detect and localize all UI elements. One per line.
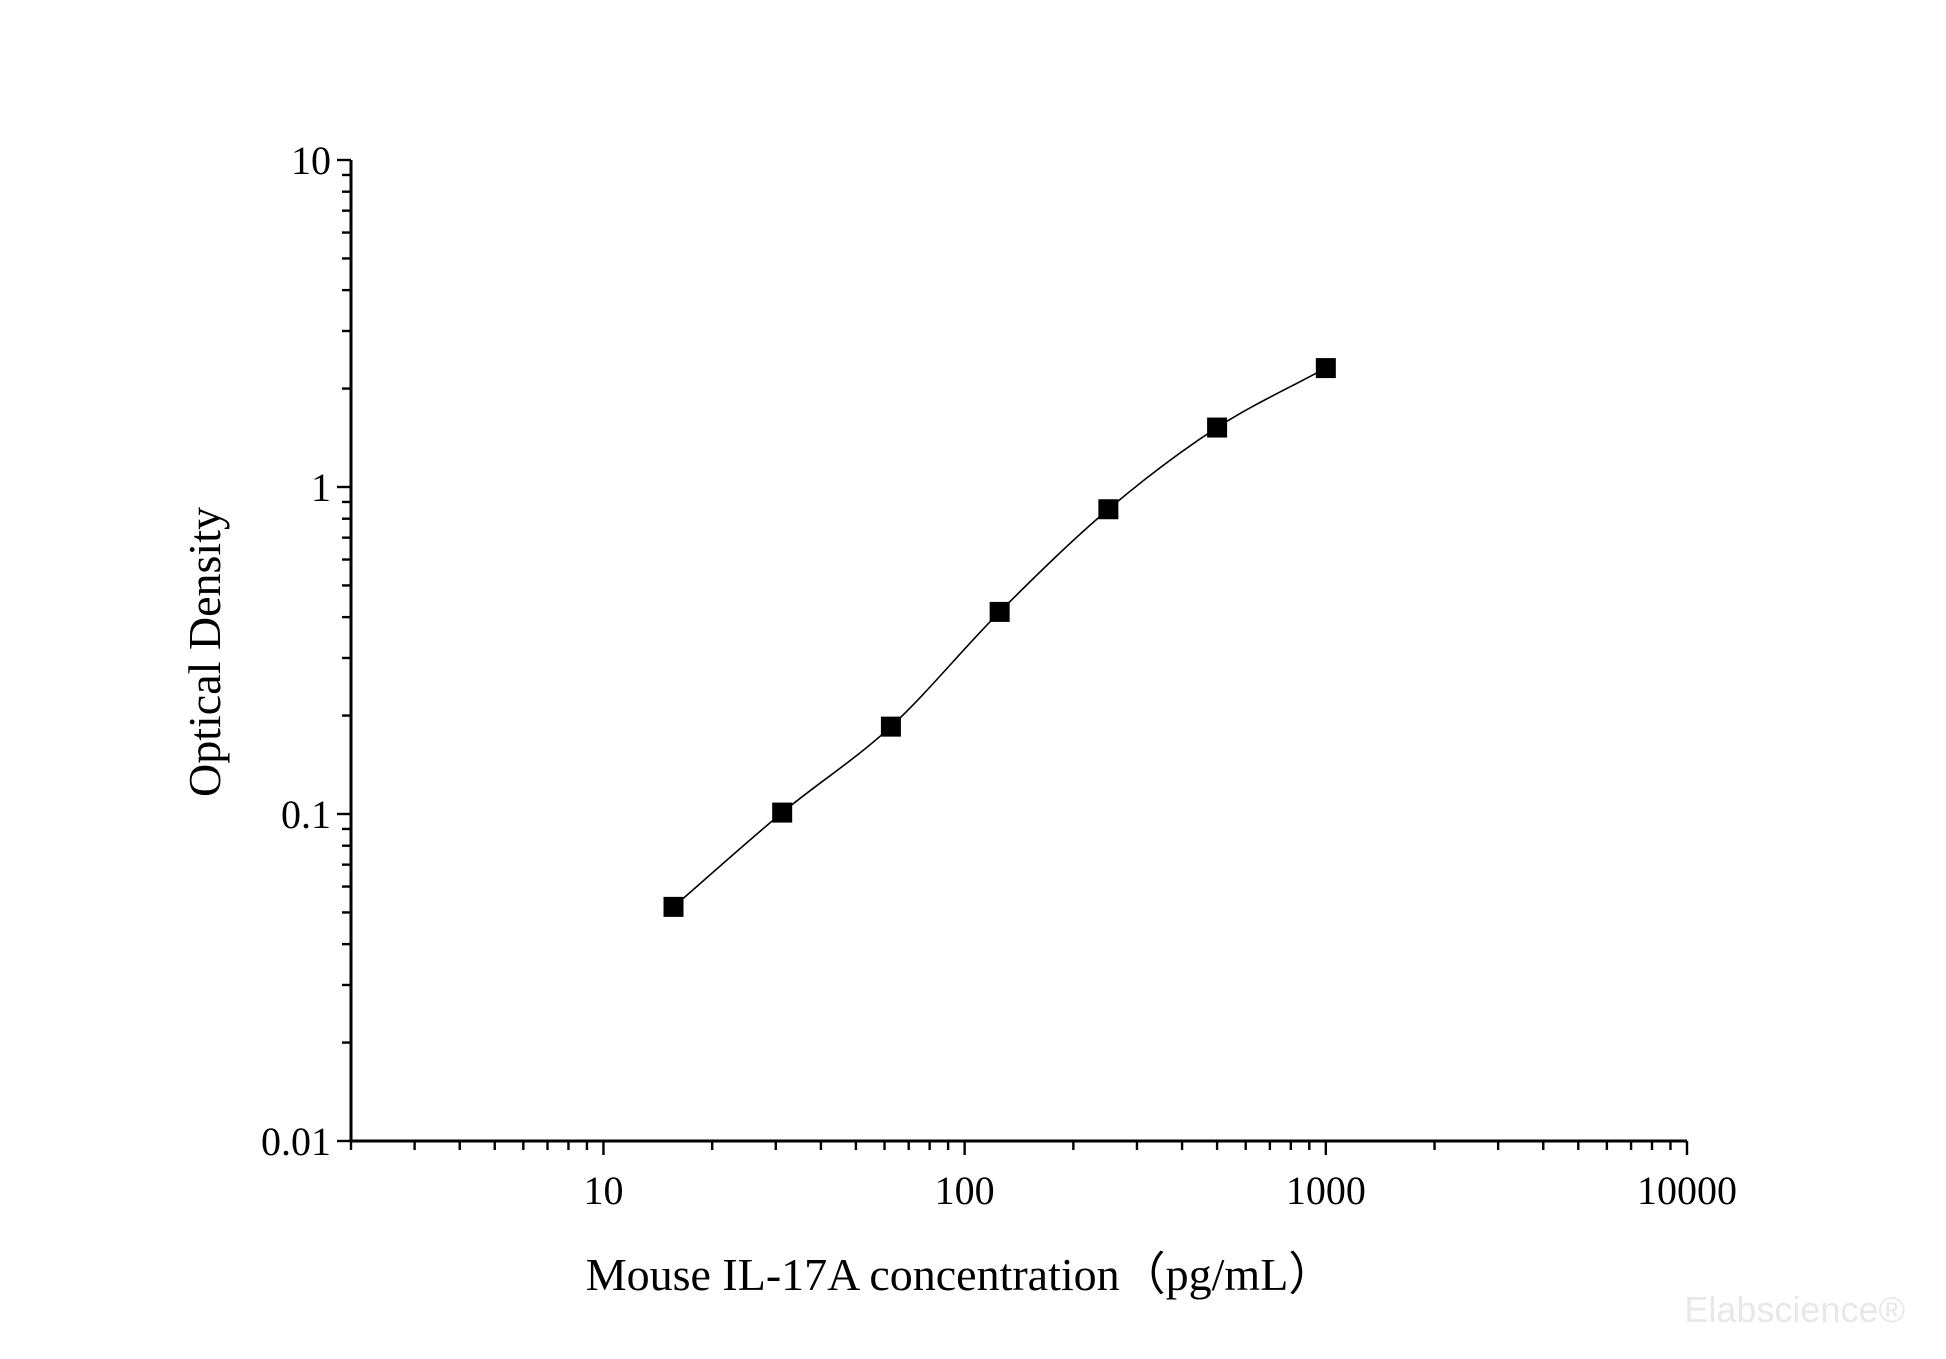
x-tick-label: 1000 <box>1286 1168 1366 1213</box>
data-point <box>880 716 901 737</box>
x-tick-label: 10000 <box>1637 1168 1737 1213</box>
data-point <box>1098 499 1119 520</box>
data-point <box>772 802 793 823</box>
data-point <box>1315 358 1336 379</box>
watermark: Elabscience® <box>1684 1289 1905 1330</box>
data-point <box>1207 417 1228 438</box>
ticks <box>337 158 1689 1155</box>
y-tick-label: 1 <box>311 465 331 510</box>
y-tick-label: 0.01 <box>261 1119 331 1164</box>
y-axis-label: Optical Density <box>179 507 230 797</box>
data-points <box>663 358 1336 917</box>
fit-curve <box>672 367 1327 908</box>
x-axis-label: Mouse IL-17A concentration（pg/mL） <box>586 1249 1335 1300</box>
tick-labels: 10 100 1000 10000 0.01 0.1 1 10 <box>261 138 1737 1213</box>
data-point <box>663 896 684 917</box>
x-tick-label: 100 <box>935 1168 995 1213</box>
data-point <box>989 601 1010 622</box>
axes <box>349 160 1687 1143</box>
y-tick-label: 0.1 <box>281 792 331 837</box>
y-tick-label: 10 <box>291 138 331 183</box>
x-tick-label: 10 <box>583 1168 623 1213</box>
